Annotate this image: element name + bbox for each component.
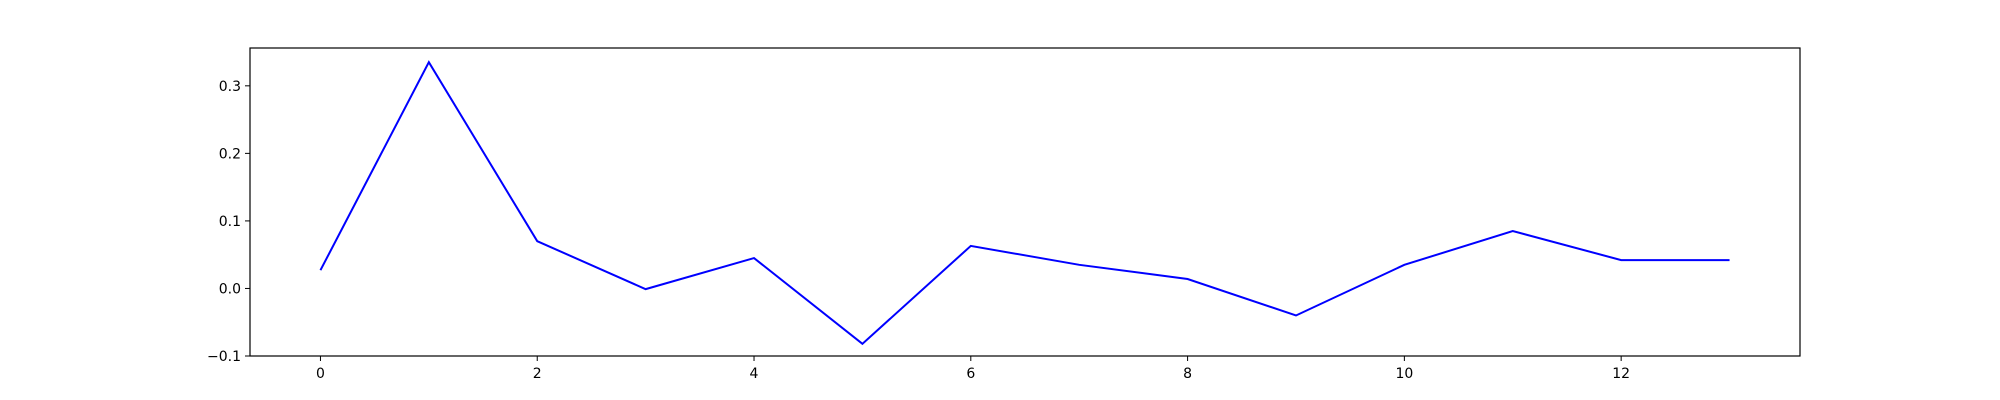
ticks-layer: 0 2 4 6 8 10 12 −0.1 0.0 0.1 0.2 0.3 (207, 79, 1630, 382)
data-point (1076, 262, 1082, 268)
data-point (1727, 257, 1733, 263)
data-point (534, 238, 540, 244)
y-tick-label: 0.1 (219, 214, 241, 230)
x-tick-label: 2 (533, 366, 542, 382)
x-tick-label: 12 (1612, 366, 1630, 382)
series-layer (317, 59, 1733, 347)
data-point (317, 267, 323, 273)
data-point (968, 243, 974, 249)
y-tick-label: −0.1 (207, 349, 241, 365)
data-point (859, 341, 865, 347)
data-point (751, 255, 757, 261)
data-point (1401, 262, 1407, 268)
data-point (426, 59, 432, 65)
data-point (1185, 276, 1191, 282)
series-line-0 (319, 60, 1730, 346)
data-point (643, 286, 649, 292)
x-tick-label: 8 (1183, 366, 1192, 382)
data-point (1618, 257, 1624, 263)
x-tick-label: 6 (966, 366, 975, 382)
y-tick-label: 0.0 (219, 281, 241, 297)
y-tick-label: 0.3 (219, 79, 241, 95)
y-tick-label: 0.2 (219, 146, 241, 162)
x-tick-label: 4 (750, 366, 759, 382)
plot-frame (249, 47, 1801, 357)
x-tick-label: 10 (1395, 366, 1413, 382)
data-point (1293, 312, 1299, 318)
x-tick-label: 0 (316, 366, 325, 382)
data-point (1510, 228, 1516, 234)
